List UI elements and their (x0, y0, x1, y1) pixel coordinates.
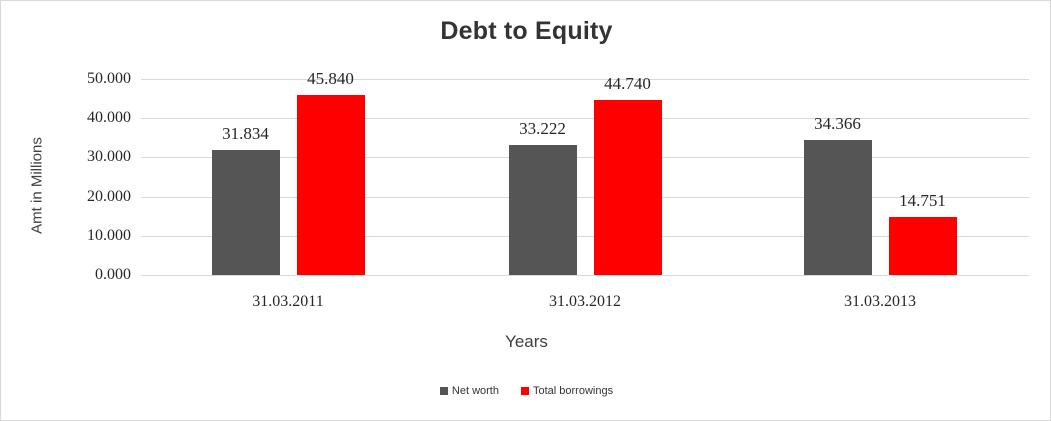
x-axis-category-label: 31.03.2013 (844, 293, 916, 310)
gridline (141, 196, 1029, 198)
y-axis-tick-label: 30.000 (87, 148, 131, 166)
bar-net-worth-31.03.2013[interactable] (803, 140, 872, 275)
bar-value-label: 45.840 (307, 69, 354, 89)
gridline (141, 79, 1029, 80)
bar-value-label: 33.222 (519, 118, 566, 138)
legend-label: Total borrowings (532, 385, 614, 397)
gridline (141, 157, 1029, 159)
legend-swatch-icon (520, 387, 529, 395)
y-axis-tick-label: 0.000 (95, 266, 131, 283)
y-axis-tick-labels: 50.000 40.000 30.000 20.000 10.000 0.000 (11, 70, 141, 283)
legend-item[interactable]: Total borrowings (520, 385, 614, 397)
legend-label: Net worth (451, 385, 499, 397)
y-axis-tick-label: 40.000 (87, 109, 131, 127)
x-axis-category-label: 31.03.2011 (252, 293, 324, 310)
gridline (141, 275, 1029, 276)
plot-area: 31.834 45.840 33.222 44.740 34.366 14.751 (141, 69, 1029, 276)
legend-item[interactable]: Net worth (439, 385, 499, 397)
bar-value-label: 44.740 (604, 73, 651, 93)
bar-net-worth-31.03.2011[interactable] (211, 150, 280, 275)
bar-total-borrowings-31.03.2011[interactable] (296, 95, 365, 275)
chart-title: Debt to Equity (440, 17, 613, 45)
gridline (141, 235, 1029, 237)
y-axis-tick-label: 50.000 (87, 70, 131, 87)
gridline (141, 118, 1029, 120)
chart-legend: Net worth Total borrowings (1, 385, 1050, 397)
bar-net-worth-31.03.2012[interactable] (508, 144, 577, 275)
bar-value-label: 34.366 (814, 114, 861, 134)
x-axis-category-label: 31.03.2012 (549, 293, 621, 310)
bar-value-label: 14.751 (899, 191, 946, 211)
bar-total-borrowings-31.03.2012[interactable] (593, 99, 662, 275)
y-axis-tick-label: 20.000 (87, 187, 131, 205)
y-axis-tick-label: 10.000 (87, 226, 131, 244)
bar-value-label: 31.834 (222, 124, 269, 144)
legend-swatch-icon (439, 387, 448, 395)
x-axis-title: Years (505, 332, 548, 351)
bar-total-borrowings-31.03.2013[interactable] (888, 217, 957, 275)
